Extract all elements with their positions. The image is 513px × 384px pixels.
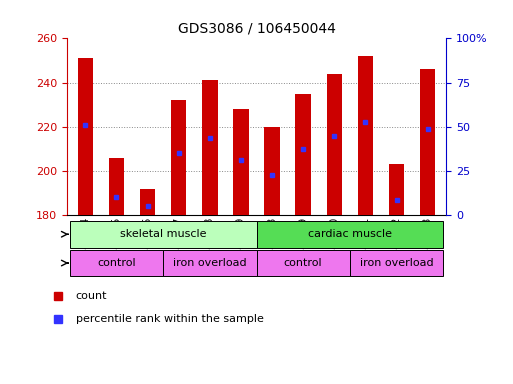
Text: percentile rank within the sample: percentile rank within the sample — [75, 314, 263, 324]
Text: cardiac muscle: cardiac muscle — [308, 229, 392, 239]
Bar — [171, 100, 187, 215]
Bar — [420, 70, 436, 215]
Bar — [358, 56, 373, 215]
Bar — [350, 250, 443, 276]
Bar — [295, 94, 311, 215]
Bar — [389, 164, 404, 215]
Bar — [233, 109, 249, 215]
Text: control: control — [284, 258, 323, 268]
Bar — [202, 80, 218, 215]
Bar — [109, 158, 124, 215]
Title: GDS3086 / 106450044: GDS3086 / 106450044 — [177, 22, 336, 36]
Bar — [163, 250, 256, 276]
Text: control: control — [97, 258, 136, 268]
Bar — [264, 127, 280, 215]
Bar — [256, 221, 443, 248]
Text: protocol: protocol — [0, 383, 1, 384]
Text: skeletal muscle: skeletal muscle — [120, 229, 206, 239]
Bar — [77, 58, 93, 215]
Text: iron overload: iron overload — [360, 258, 433, 268]
Text: count: count — [75, 291, 107, 301]
Bar — [256, 250, 350, 276]
Bar — [326, 74, 342, 215]
Text: tissue: tissue — [0, 383, 1, 384]
Bar — [140, 189, 155, 215]
Bar — [70, 221, 256, 248]
Text: iron overload: iron overload — [173, 258, 247, 268]
Bar — [70, 250, 163, 276]
